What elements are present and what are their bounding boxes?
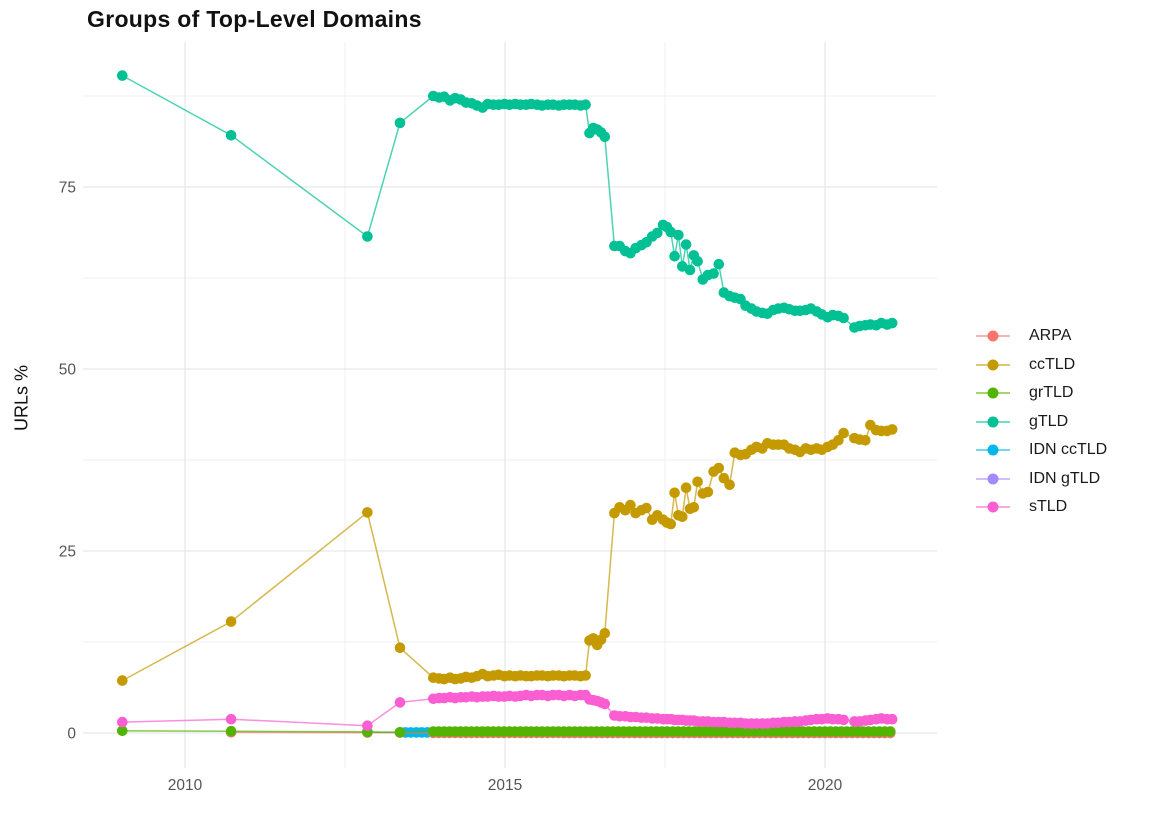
data-point-stld bbox=[886, 713, 898, 725]
data-point-stld bbox=[838, 714, 849, 726]
x-tick-label: 2015 bbox=[488, 777, 522, 794]
data-point-cctld bbox=[692, 476, 703, 488]
y-tick-label: 50 bbox=[59, 362, 77, 379]
data-point-gtld bbox=[886, 317, 898, 329]
data-point-grtld bbox=[394, 727, 406, 738]
data-point-cctld bbox=[677, 511, 688, 523]
data-point-gtld bbox=[673, 229, 684, 241]
data-point-cctld bbox=[860, 435, 871, 446]
data-point-gtld bbox=[599, 131, 611, 143]
series-points-stld bbox=[117, 689, 898, 731]
data-point-gtld bbox=[669, 250, 680, 262]
legend-label: gTLD bbox=[1029, 412, 1069, 430]
data-point-cctld bbox=[599, 628, 611, 639]
data-point-stld bbox=[225, 713, 237, 725]
y-tick-label: 75 bbox=[59, 180, 76, 197]
chart-title: Groups of Top-Level Domains bbox=[87, 6, 422, 32]
y-tick-label: 25 bbox=[59, 544, 76, 561]
x-tick-label: 2020 bbox=[808, 777, 843, 794]
data-point-cctld bbox=[713, 462, 725, 474]
data-point-gtld bbox=[580, 99, 591, 110]
legend-label: sTLD bbox=[1029, 498, 1068, 516]
data-point-gtld bbox=[362, 231, 373, 242]
data-point-cctld bbox=[724, 479, 735, 491]
legend-key-icon bbox=[976, 329, 1010, 343]
data-point-gtld bbox=[684, 264, 696, 276]
data-point-grtld bbox=[885, 726, 896, 737]
data-point-cctld bbox=[665, 518, 677, 530]
data-point-grtld bbox=[225, 725, 237, 737]
data-point-cctld bbox=[117, 675, 128, 686]
legend-item-arpa: ARPA bbox=[976, 322, 1107, 351]
y-tick-label: 0 bbox=[67, 726, 76, 743]
x-tick-label: 2010 bbox=[168, 777, 203, 794]
data-point-stld bbox=[599, 698, 611, 710]
data-point-cctld bbox=[680, 482, 692, 494]
data-point-cctld bbox=[669, 487, 680, 499]
legend-label: ARPA bbox=[1029, 327, 1072, 345]
data-point-gtld bbox=[838, 312, 849, 324]
legend: ARPA ccTLD grTLD gTLD IDN ccTLD IDN gTLD sTLD bbox=[976, 322, 1107, 522]
data-point-gtld bbox=[652, 227, 663, 239]
series-points-grtld bbox=[117, 725, 896, 738]
legend-item-cctld: ccTLD bbox=[976, 351, 1107, 380]
data-point-gtld bbox=[117, 70, 128, 81]
data-point-cctld bbox=[362, 507, 373, 518]
data-point-cctld bbox=[702, 486, 714, 498]
data-point-cctld bbox=[688, 502, 700, 513]
data-point-gtld bbox=[225, 130, 237, 141]
y-axis-title: URLs % bbox=[11, 364, 32, 432]
legend-item-grtld: grTLD bbox=[976, 379, 1107, 408]
legend-label: grTLD bbox=[1029, 384, 1074, 402]
legend-key-icon bbox=[976, 443, 1010, 457]
data-point-grtld bbox=[117, 725, 128, 737]
legend-item-idn-gtld: IDN gTLD bbox=[976, 465, 1107, 494]
legend-item-idn-cctld: IDN ccTLD bbox=[976, 436, 1107, 465]
legend-label: IDN gTLD bbox=[1029, 469, 1101, 487]
legend-label: ccTLD bbox=[1029, 355, 1076, 373]
series-points-gtld bbox=[117, 70, 898, 333]
data-point-gtld bbox=[680, 239, 692, 250]
series-line-gtld bbox=[121, 74, 893, 329]
data-point-gtld bbox=[713, 258, 725, 270]
data-point-gtld bbox=[394, 117, 406, 129]
data-point-cctld bbox=[625, 499, 636, 511]
data-point-stld bbox=[117, 716, 128, 728]
data-point-stld bbox=[362, 720, 373, 731]
data-point-cctld bbox=[641, 502, 652, 514]
legend-key-icon bbox=[976, 386, 1010, 400]
legend-item-gtld: gTLD bbox=[976, 408, 1107, 437]
data-point-cctld bbox=[886, 424, 898, 435]
legend-key-icon bbox=[976, 358, 1010, 372]
data-point-cctld bbox=[580, 670, 591, 681]
data-point-stld bbox=[394, 697, 406, 708]
series-points-cctld bbox=[117, 419, 898, 686]
legend-key-icon bbox=[976, 500, 1010, 514]
legend-key-icon bbox=[976, 472, 1010, 486]
legend-label: IDN ccTLD bbox=[1029, 441, 1108, 459]
data-point-cctld bbox=[838, 427, 849, 439]
legend-item-stld: sTLD bbox=[976, 493, 1107, 522]
legend-key-icon bbox=[976, 415, 1010, 429]
data-point-cctld bbox=[394, 642, 406, 654]
data-point-gtld bbox=[708, 268, 719, 279]
data-point-gtld bbox=[692, 255, 703, 267]
data-point-cctld bbox=[225, 616, 237, 627]
